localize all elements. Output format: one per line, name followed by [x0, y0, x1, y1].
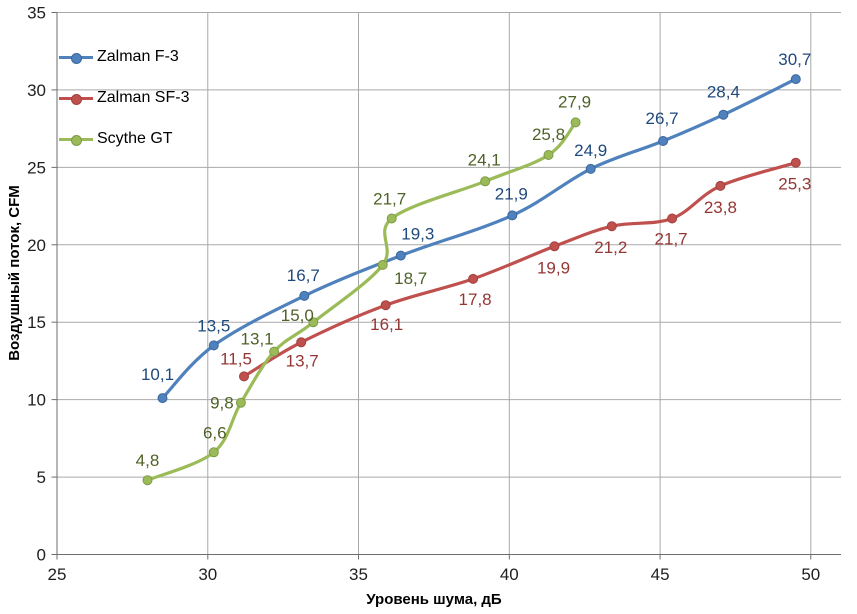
- data-label-zalman-f-3: 30,7: [778, 50, 811, 69]
- legend-label: Zalman SF-3: [97, 89, 190, 106]
- data-point-marker-zalman-f-3: [790, 74, 801, 85]
- x-axis-title: Уровень шума, дБ: [366, 591, 502, 608]
- data-point-marker-zalman-sf-3: [380, 300, 391, 311]
- data-point-marker-zalman-sf-3: [468, 273, 479, 284]
- x-tick-label: 30: [198, 565, 217, 584]
- x-tick-label: 25: [48, 565, 67, 584]
- data-label-scythe-gt: 21,7: [373, 190, 406, 209]
- data-point-marker-zalman-f-3: [718, 109, 729, 120]
- data-point-marker-zalman-sf-3: [239, 371, 249, 382]
- data-label-scythe-gt: 13,1: [241, 330, 274, 349]
- data-label-scythe-gt: 4,8: [136, 451, 160, 470]
- data-point-marker-zalman-sf-3: [790, 157, 801, 168]
- data-label-zalman-sf-3: 21,7: [655, 230, 688, 249]
- y-tick-label: 25: [27, 158, 46, 177]
- data-label-zalman-f-3: 16,7: [287, 266, 320, 285]
- data-label-zalman-sf-3: 23,8: [704, 198, 737, 217]
- data-point-marker-scythe-gt: [543, 150, 554, 160]
- series-line-scythe-gt: [145, 120, 578, 482]
- data-point-marker-zalman-f-3: [507, 210, 518, 221]
- y-tick-label: 35: [27, 4, 46, 23]
- legend: Zalman F-3 Zalman SF-3 Scythe GT: [59, 46, 189, 169]
- legend-item-scythe-gt: Scythe GT: [59, 128, 189, 150]
- legend-swatch-line-marker-icon: [59, 134, 93, 146]
- legend-swatch-line-marker-icon: [59, 93, 93, 105]
- y-tick-label: 0: [37, 546, 46, 565]
- data-point-marker-zalman-sf-3: [715, 180, 726, 191]
- data-point-marker-zalman-f-3: [157, 393, 168, 404]
- data-label-scythe-gt: 25,8: [532, 125, 565, 144]
- data-label-scythe-gt: 6,6: [203, 423, 227, 442]
- data-label-zalman-f-3: 26,7: [646, 109, 679, 128]
- data-label-scythe-gt: 9,8: [210, 394, 234, 413]
- data-label-zalman-f-3: 21,9: [495, 184, 528, 203]
- data-point-marker-zalman-f-3: [585, 163, 596, 174]
- data-point-marker-scythe-gt: [386, 213, 397, 224]
- data-point-marker-scythe-gt: [208, 447, 219, 458]
- data-point-marker-zalman-f-3: [208, 340, 219, 351]
- data-point-marker-zalman-sf-3: [296, 337, 307, 348]
- data-point-marker-zalman-f-3: [658, 136, 669, 146]
- legend-label: Zalman F-3: [97, 48, 179, 65]
- legend-item-zalman-f3: Zalman F-3: [59, 46, 189, 68]
- data-label-zalman-sf-3: 11,5: [220, 349, 252, 368]
- data-label-scythe-gt: 15,0: [281, 306, 314, 325]
- data-label-scythe-gt: 24,1: [468, 150, 501, 169]
- data-point-marker-scythe-gt: [142, 475, 153, 486]
- x-tick-label: 50: [801, 565, 820, 584]
- series-line-zalman-f-3: [160, 77, 798, 400]
- y-tick-label: 30: [27, 81, 46, 100]
- data-label-zalman-sf-3: 21,2: [594, 238, 627, 257]
- legend-swatch-line-marker-icon: [59, 52, 93, 64]
- data-label-scythe-gt: 18,7: [394, 269, 427, 288]
- x-tick-label: 45: [651, 565, 670, 584]
- y-axis-title: Воздушный поток, CFM: [6, 185, 23, 361]
- data-point-marker-zalman-f-3: [395, 250, 406, 261]
- x-tick-label: 40: [500, 565, 519, 584]
- y-tick-label: 15: [27, 313, 46, 332]
- data-label-zalman-sf-3: 19,9: [537, 258, 570, 277]
- data-label-zalman-sf-3: 13,7: [286, 351, 319, 370]
- y-tick-label: 20: [27, 236, 46, 255]
- series-line-zalman-sf-3: [242, 161, 798, 378]
- legend-label: Scythe GT: [97, 130, 173, 147]
- legend-item-zalman-sf3: Zalman SF-3: [59, 87, 189, 109]
- data-point-marker-zalman-sf-3: [549, 241, 560, 252]
- data-label-zalman-f-3: 13,5: [197, 316, 230, 335]
- data-label-zalman-sf-3: 16,1: [370, 315, 403, 334]
- data-point-marker-scythe-gt: [377, 259, 388, 270]
- data-label-zalman-f-3: 19,3: [401, 225, 434, 244]
- data-point-marker-scythe-gt: [570, 117, 581, 128]
- data-point-marker-scythe-gt: [480, 176, 491, 187]
- data-point-marker-scythe-gt: [308, 317, 319, 328]
- data-label-zalman-f-3: 28,4: [707, 83, 740, 102]
- data-point-marker-scythe-gt: [269, 346, 280, 357]
- data-point-marker-zalman-sf-3: [667, 213, 678, 224]
- data-label-zalman-f-3: 24,9: [574, 141, 607, 160]
- data-point-marker-scythe-gt: [235, 397, 246, 408]
- data-point-marker-zalman-f-3: [299, 290, 310, 301]
- data-label-zalman-sf-3: 17,8: [459, 290, 492, 309]
- data-label-scythe-gt: 27,9: [558, 92, 591, 111]
- y-tick-label: 5: [37, 468, 46, 487]
- data-point-marker-zalman-sf-3: [606, 221, 617, 232]
- data-label-zalman-sf-3: 25,3: [778, 175, 811, 194]
- x-tick-label: 35: [349, 565, 368, 584]
- y-tick-label: 10: [27, 391, 46, 410]
- data-label-zalman-f-3: 10,1: [141, 365, 174, 384]
